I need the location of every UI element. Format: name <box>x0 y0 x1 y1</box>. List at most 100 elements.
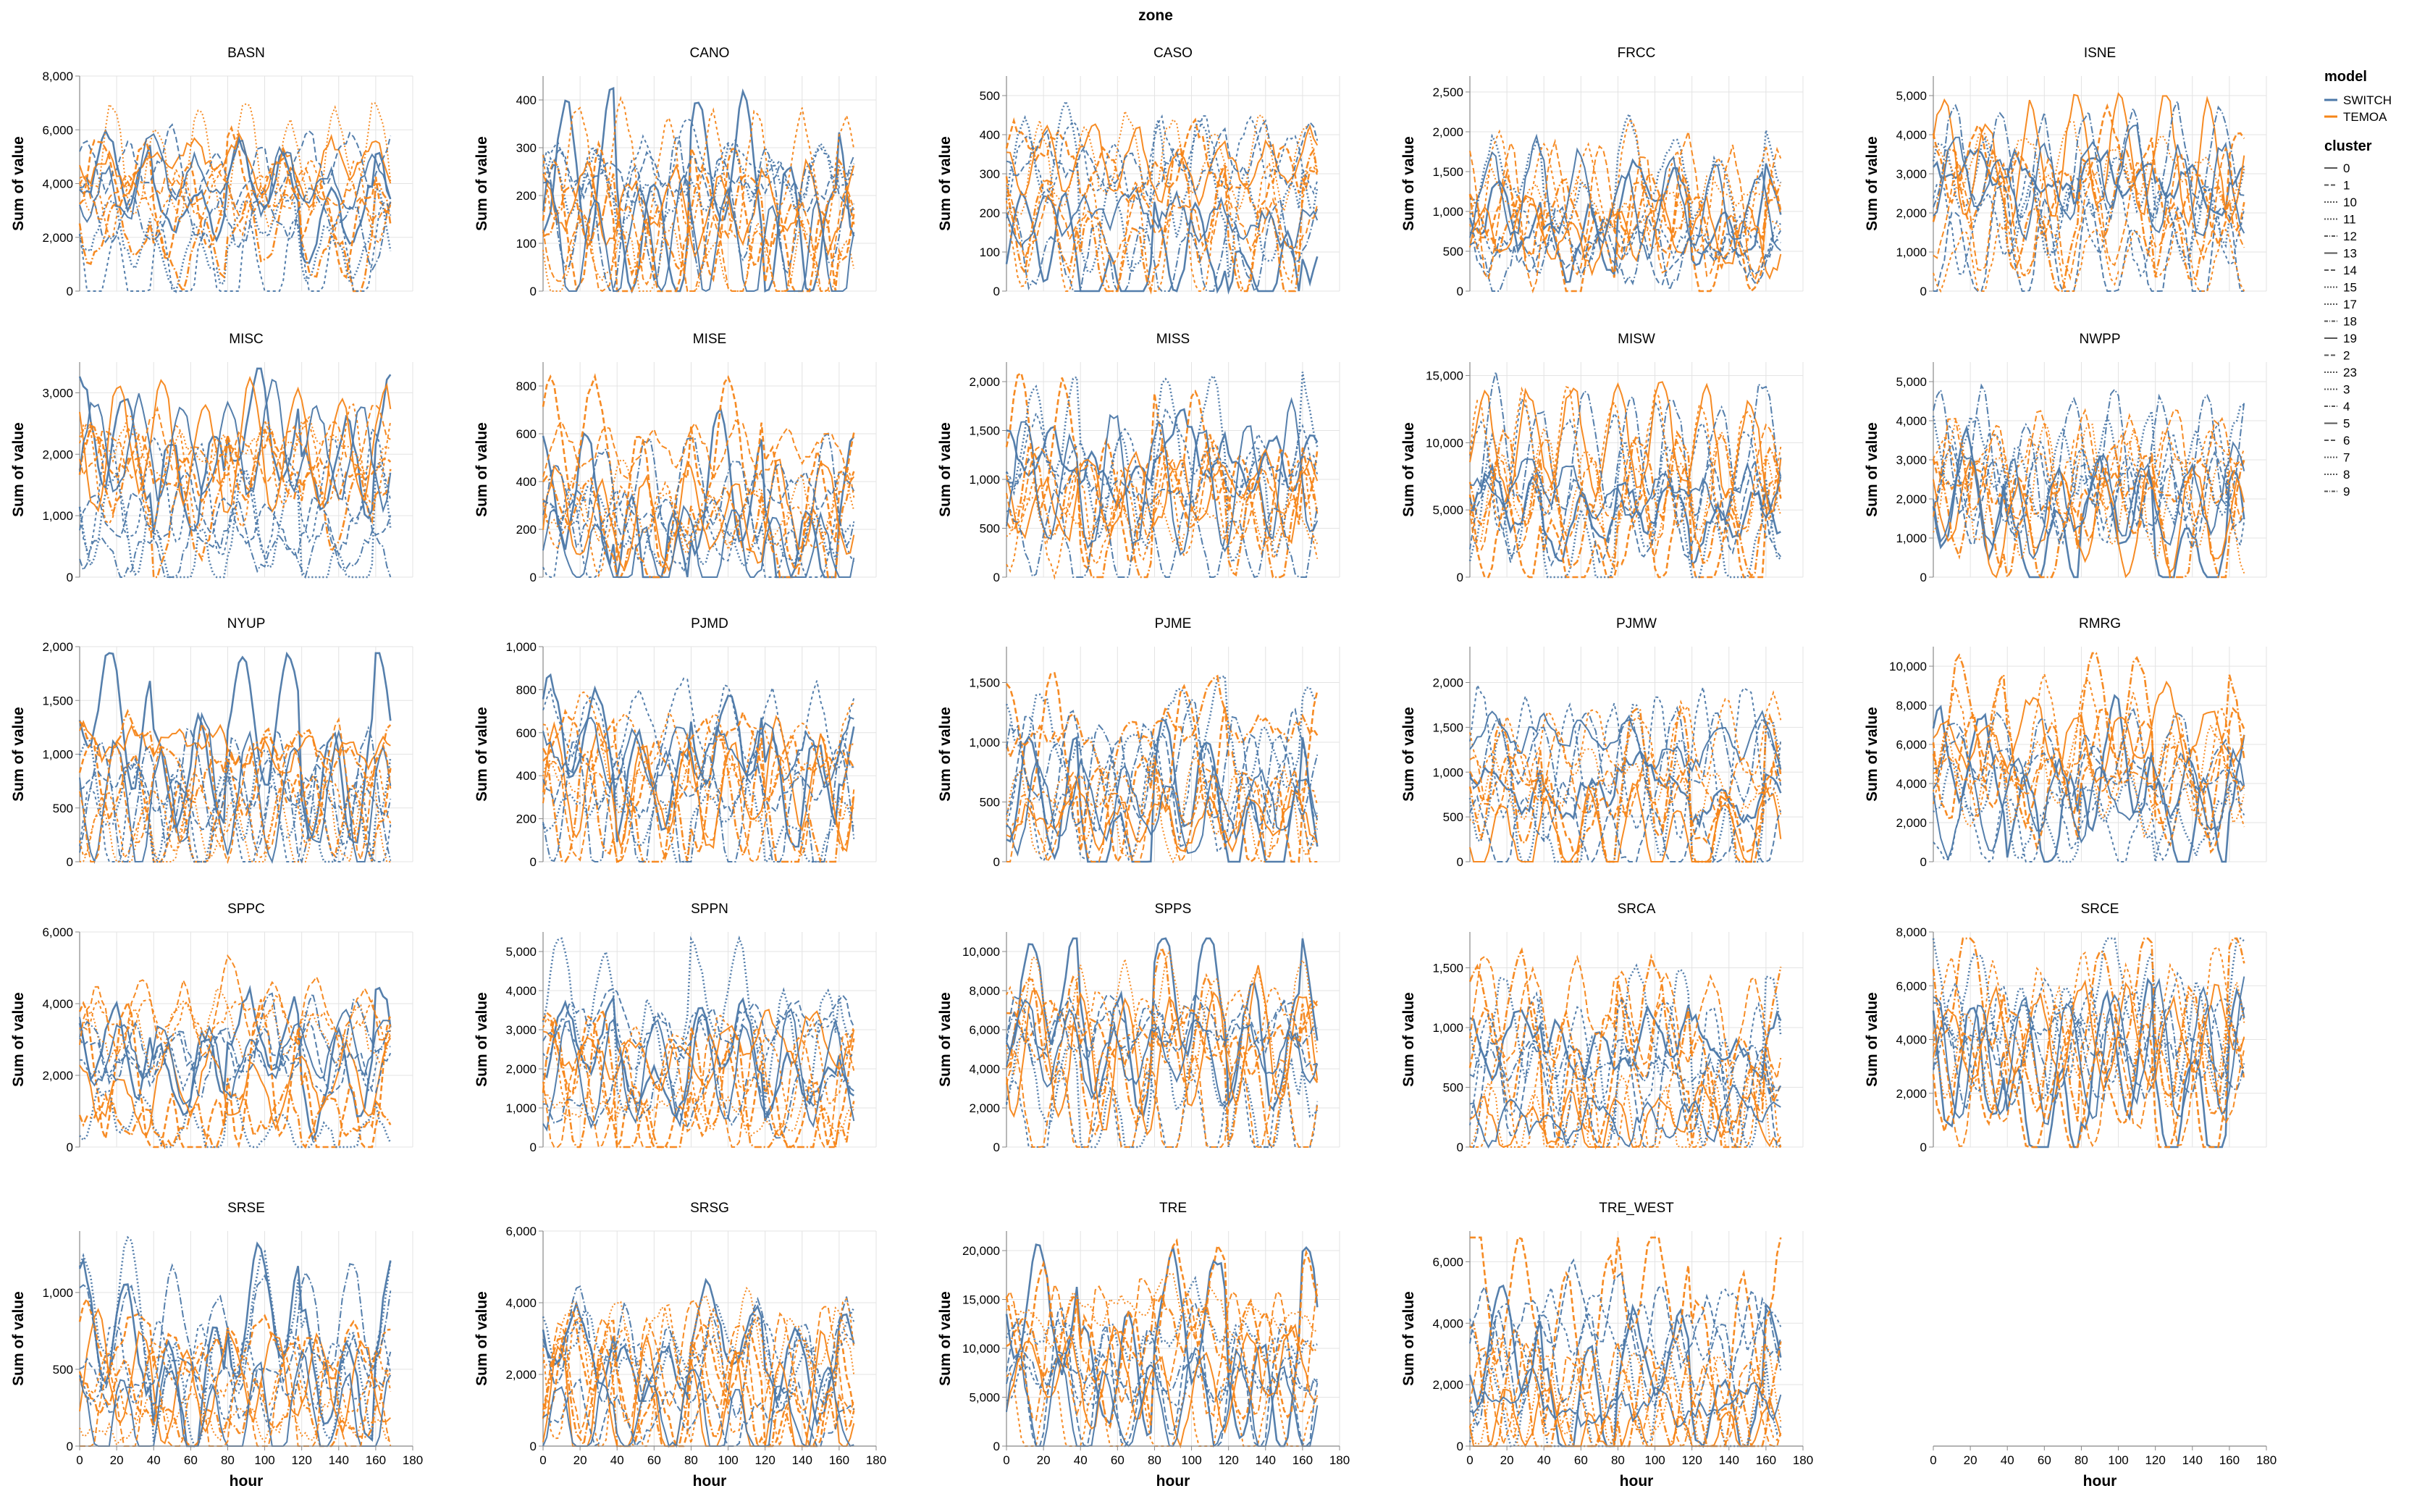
y-tick-label: 500 <box>53 802 73 815</box>
y-tick-label: 5,000 <box>1896 89 1927 103</box>
x-tick-label: 80 <box>1148 1453 1161 1467</box>
facet-nyup: NYUP 0 500 1,000 1,500 2,000 Sum of value <box>10 616 413 869</box>
x-tick-label: 160 <box>366 1453 386 1467</box>
series-line <box>78 984 392 1142</box>
y-tick-label: 0 <box>67 571 73 584</box>
y-tick-label: 6,000 <box>42 123 73 137</box>
facet-misc: MISC 0 1,000 2,000 3,000 Sum of value <box>10 332 413 584</box>
x-tick-label: 60 <box>647 1453 661 1467</box>
y-axis-title: Sum of value <box>474 707 490 802</box>
series-line <box>1933 121 2245 207</box>
series-line <box>1933 1004 2245 1109</box>
facet-title: CASO <box>1153 46 1193 61</box>
y-tick-label: 100 <box>980 245 1000 259</box>
series-line <box>1469 1038 1782 1097</box>
series-line <box>542 86 855 294</box>
series-line <box>1932 1022 2245 1148</box>
series-line <box>78 708 392 804</box>
legend-label: 0 <box>2343 161 2350 175</box>
series-line <box>1469 1083 1781 1149</box>
x-tick-label: 40 <box>147 1453 161 1467</box>
y-tick-label: 1,000 <box>969 736 1000 749</box>
series-line <box>1005 1005 1319 1148</box>
x-tick-label: 20 <box>1037 1453 1051 1467</box>
series-line <box>1005 937 1319 1118</box>
y-axis-title: Sum of value <box>1400 1291 1417 1386</box>
series-line <box>1005 1275 1318 1398</box>
y-tick-label: 2,000 <box>1432 125 1463 139</box>
series-line <box>1933 98 2245 221</box>
series-line <box>79 125 392 280</box>
facet-srca: SRCA 0 500 1,000 1,500 Sum of value <box>1400 902 1804 1154</box>
y-tick-label: 1,000 <box>42 1286 73 1300</box>
series-line <box>1469 1083 1782 1148</box>
series-line <box>542 432 855 563</box>
facet-title: PJME <box>1155 616 1192 631</box>
y-tick-label: 0 <box>993 1141 1000 1154</box>
series-line <box>79 1020 392 1095</box>
series-line <box>79 166 391 224</box>
y-tick-label: 1,000 <box>1896 532 1927 545</box>
y-axis-title: Sum of value <box>1864 136 1880 231</box>
legend-label: 19 <box>2343 332 2357 345</box>
legend-label: 15 <box>2343 281 2357 295</box>
series-line <box>1933 999 2245 1082</box>
series-line <box>1469 1004 1782 1082</box>
series-line <box>78 367 392 532</box>
y-tick-label: 2,000 <box>42 1069 73 1083</box>
x-tick-label: 180 <box>1329 1453 1350 1467</box>
x-tick-label: 160 <box>829 1453 849 1467</box>
series-line <box>1469 131 1782 294</box>
series-line <box>542 1007 855 1132</box>
y-tick-label: 0 <box>530 285 537 298</box>
zone-column-header: zone <box>1138 7 1173 24</box>
series-line <box>1470 1034 1781 1148</box>
y-tick-label: 200 <box>980 206 1000 220</box>
y-axis-title: Sum of value <box>937 422 954 517</box>
series-line <box>1006 999 1319 1107</box>
series-line <box>1469 690 1782 788</box>
series-line <box>542 1011 855 1151</box>
facet-mise: MISE 0 200 400 600 800 Sum of value <box>474 332 877 584</box>
y-tick-label: 3,000 <box>1896 453 1927 467</box>
x-tick-label: 100 <box>2108 1453 2128 1467</box>
series-line <box>79 994 392 1051</box>
series-line <box>542 158 855 277</box>
series-line <box>1006 451 1319 508</box>
facet-srsg: SRSG 0 2,000 4,000 6,000 Sum of value 0 20 40 60 8… <box>474 1201 886 1490</box>
y-tick-label: 2,000 <box>969 1101 1000 1115</box>
facet-pjmw: PJMW 0 500 1,000 1,500 2,000 Sum of value <box>1400 616 1804 869</box>
y-tick-label: 15,000 <box>1426 369 1463 383</box>
series-line <box>79 954 392 1059</box>
series-line <box>1005 674 1319 782</box>
y-tick-label: 5,000 <box>969 1391 1000 1405</box>
x-tick-label: 40 <box>1074 1453 1088 1467</box>
facet-title: MISC <box>229 332 264 347</box>
series-line <box>79 1008 391 1105</box>
y-tick-label: 0 <box>67 855 73 869</box>
x-tick-label: 20 <box>1500 1453 1514 1467</box>
facet-isne: ISNE 0 1,000 2,000 3,000 4,000 5,000 Sum of val… <box>1864 46 2267 298</box>
series-line <box>1006 991 1318 1068</box>
x-tick-label: 40 <box>610 1453 624 1467</box>
x-axis-title: hour <box>2083 1473 2117 1490</box>
series-line <box>542 739 855 862</box>
series-line <box>79 133 392 223</box>
y-tick-label: 5,000 <box>1432 503 1463 517</box>
series-line <box>79 427 392 560</box>
series-line <box>1933 747 2245 862</box>
series-line <box>542 458 855 572</box>
series-line <box>79 720 391 774</box>
series-line <box>1933 979 2245 1093</box>
series-line <box>78 424 392 579</box>
x-tick-label: 160 <box>2219 1453 2240 1467</box>
series-line <box>1469 779 1782 863</box>
series-line <box>542 1308 855 1448</box>
series-line <box>1005 672 1319 865</box>
legend: model SWITCH TEMOA cluster 0 1 10 11 12 13 14 15 17 1… <box>2324 69 2392 499</box>
series-line <box>1469 705 1782 805</box>
series-line <box>1006 119 1319 203</box>
series-line <box>1006 123 1319 207</box>
facet-misw: MISW 0 5,000 10,000 15,000 Sum of value <box>1400 332 1804 584</box>
series-line <box>1005 190 1319 295</box>
